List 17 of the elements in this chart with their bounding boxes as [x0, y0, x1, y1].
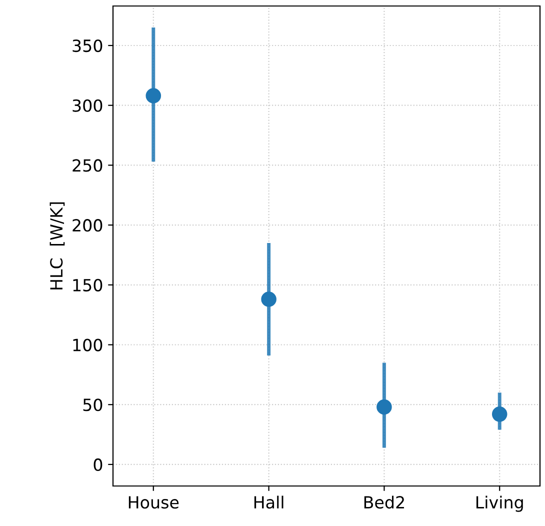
point [261, 292, 276, 307]
y-tick-label: 200 [72, 219, 102, 232]
x-tick-label: Living [476, 496, 523, 512]
y-tick-label: 50 [83, 398, 102, 412]
x-tick-label: Hall [254, 496, 284, 509]
y-tick-label: 0 [94, 458, 102, 472]
y-tick-label: 150 [73, 278, 102, 292]
point [376, 399, 392, 415]
y-tick-label: 250 [72, 159, 102, 172]
y-tick-label: 100 [73, 338, 102, 352]
y-tick-label: 300 [72, 99, 102, 112]
y-tick-label: 350 [72, 39, 102, 52]
x-tick-label: House [128, 496, 179, 509]
point [492, 406, 508, 422]
point [146, 88, 162, 104]
y-axis-title: HLC [W/K] [50, 202, 65, 290]
x-tick-label: Bed2 [364, 496, 404, 509]
